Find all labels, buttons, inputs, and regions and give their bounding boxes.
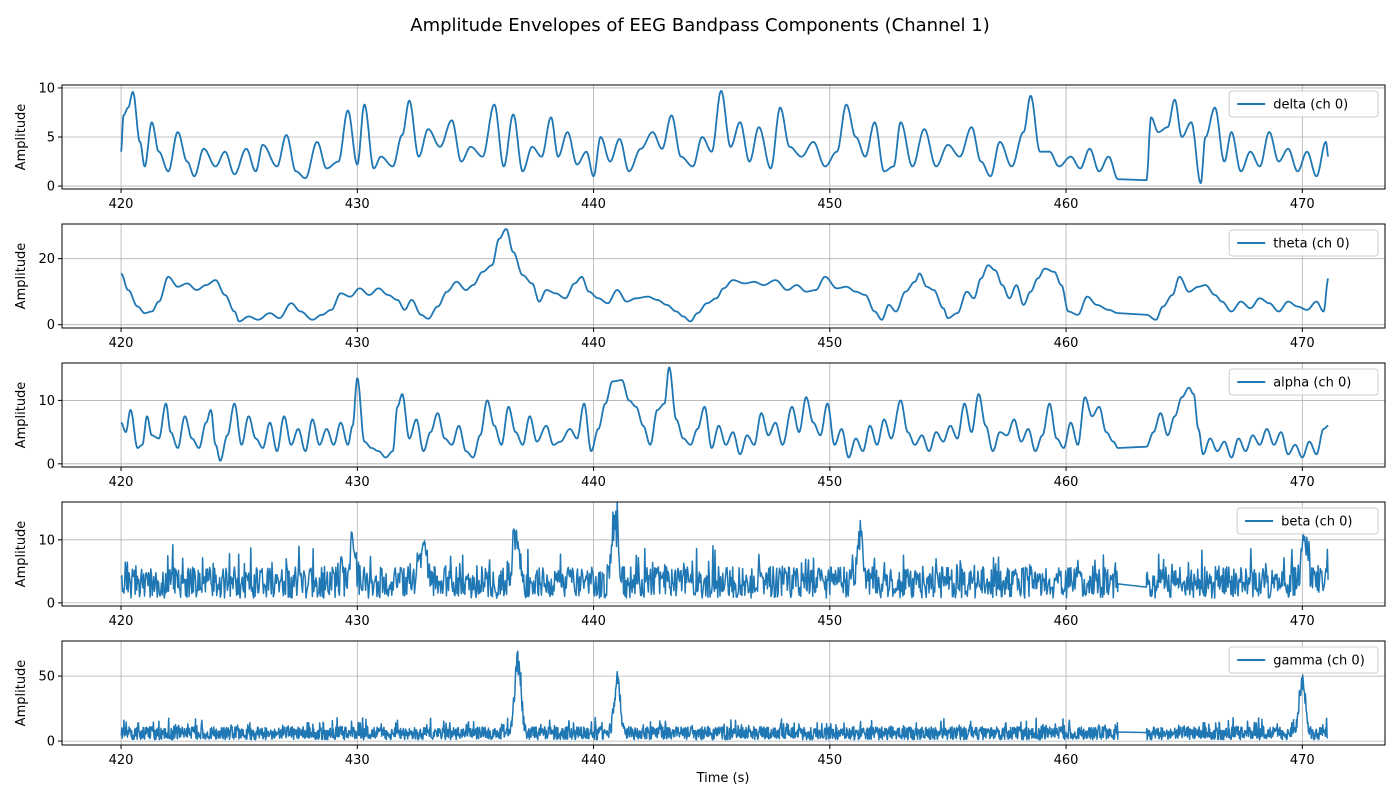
axes-frame-gamma (61, 640, 1386, 746)
x-tick-label: 440 (581, 197, 606, 212)
x-tick-label: 450 (817, 614, 842, 629)
x-tick-label: 430 (345, 197, 370, 212)
panel-beta: 420 430 440 450 460 470 0 10 Amplitude beta (ch 0… (14, 501, 1386, 629)
y-axis-label: Amplitude (14, 660, 29, 727)
y-axis-label: Amplitude (14, 104, 29, 171)
series-line-theta (120, 228, 1330, 323)
x-tick-label: 430 (345, 614, 370, 629)
legend-label: theta (ch 0) (1273, 237, 1349, 252)
x-tick-label: 440 (581, 753, 606, 768)
x-tick-label: 450 (817, 753, 842, 768)
y-tick-label: 0 (47, 318, 55, 333)
x-tick-label: 470 (1290, 336, 1315, 351)
grid-alpha (62, 363, 1385, 467)
x-tick-label: 430 (345, 475, 370, 490)
x-tick-label: 460 (1054, 336, 1079, 351)
legend-box (1236, 507, 1379, 535)
y-tick-label: 5 (47, 131, 55, 146)
x-tick-label: 460 (1054, 614, 1079, 629)
y-tick-label: 0 (47, 457, 55, 472)
legend-theta: theta (ch 0) (1228, 229, 1379, 257)
grid-gamma (62, 641, 1385, 745)
x-axis-label: Time (s) (696, 771, 750, 786)
legend-gamma: gamma (ch 0) (1228, 646, 1379, 674)
y-tick-label: 0 (47, 735, 55, 750)
y-tick-label: 10 (38, 81, 55, 96)
x-tick-label: 420 (109, 614, 134, 629)
panels-group: 420 430 440 450 460 470 0 5 10 Amplitude delta (ch… (14, 81, 1386, 768)
y-axis-label: Amplitude (14, 521, 29, 588)
y-tick-label: 50 (38, 670, 55, 685)
x-tick-label: 440 (581, 614, 606, 629)
x-tick-label: 460 (1054, 197, 1079, 212)
axes-frame-alpha (61, 362, 1386, 468)
legend-label: alpha (ch 0) (1273, 376, 1351, 391)
x-tick-label: 470 (1290, 753, 1315, 768)
panel-delta: 420 430 440 450 460 470 0 5 10 Amplitude delta (ch… (14, 81, 1386, 212)
x-tick-label: 470 (1290, 614, 1315, 629)
y-tick-label: 0 (47, 596, 55, 611)
legend-delta: delta (ch 0) (1228, 90, 1379, 118)
legend-label: beta (ch 0) (1281, 515, 1352, 530)
grid-theta (62, 224, 1385, 328)
x-tick-label: 430 (345, 753, 370, 768)
x-tick-label: 420 (109, 336, 134, 351)
axes-frame-theta (61, 223, 1386, 329)
y-axis-label: Amplitude (14, 243, 29, 310)
y-tick-label: 10 (38, 394, 55, 409)
legend-box (1228, 229, 1379, 257)
series-line-alpha (120, 366, 1329, 462)
legend-label: gamma (ch 0) (1273, 654, 1365, 669)
axes-frame-beta (61, 501, 1386, 607)
legend-box (1228, 368, 1379, 396)
legend-alpha: alpha (ch 0) (1228, 368, 1379, 396)
x-tick-label: 420 (109, 475, 134, 490)
y-tick-label: 10 (38, 533, 55, 548)
x-tick-label: 450 (817, 197, 842, 212)
x-tick-label: 430 (345, 336, 370, 351)
x-tick-label: 420 (109, 753, 134, 768)
legend-box (1228, 90, 1379, 118)
x-tick-label: 460 (1054, 475, 1079, 490)
y-axis-label: Amplitude (14, 382, 29, 449)
legend-box (1228, 646, 1379, 674)
x-tick-label: 420 (109, 197, 134, 212)
panel-theta: 420 430 440 450 460 470 0 20 Amplitude theta (ch … (14, 223, 1386, 351)
series-line-gamma (120, 650, 1329, 741)
panel-gamma: 420 430 440 450 460 470 0 50 Amplitude gamma (ch … (14, 640, 1386, 768)
x-tick-label: 440 (581, 336, 606, 351)
y-tick-label: 20 (38, 252, 55, 267)
x-tick-label: 470 (1290, 197, 1315, 212)
series-line-delta (120, 90, 1330, 184)
series-line-beta (120, 502, 1329, 599)
x-tick-label: 450 (817, 475, 842, 490)
x-tick-label: 450 (817, 336, 842, 351)
panel-alpha: 420 430 440 450 460 470 0 10 Amplitude alpha (ch … (14, 362, 1386, 490)
x-tick-label: 460 (1054, 753, 1079, 768)
x-tick-label: 440 (581, 475, 606, 490)
y-tick-label: 0 (47, 180, 55, 195)
chart-title: Amplitude Envelopes of EEG Bandpass Comp… (410, 15, 989, 36)
legend-label: delta (ch 0) (1273, 98, 1348, 113)
legend-beta: beta (ch 0) (1236, 507, 1379, 535)
x-tick-label: 470 (1290, 475, 1315, 490)
